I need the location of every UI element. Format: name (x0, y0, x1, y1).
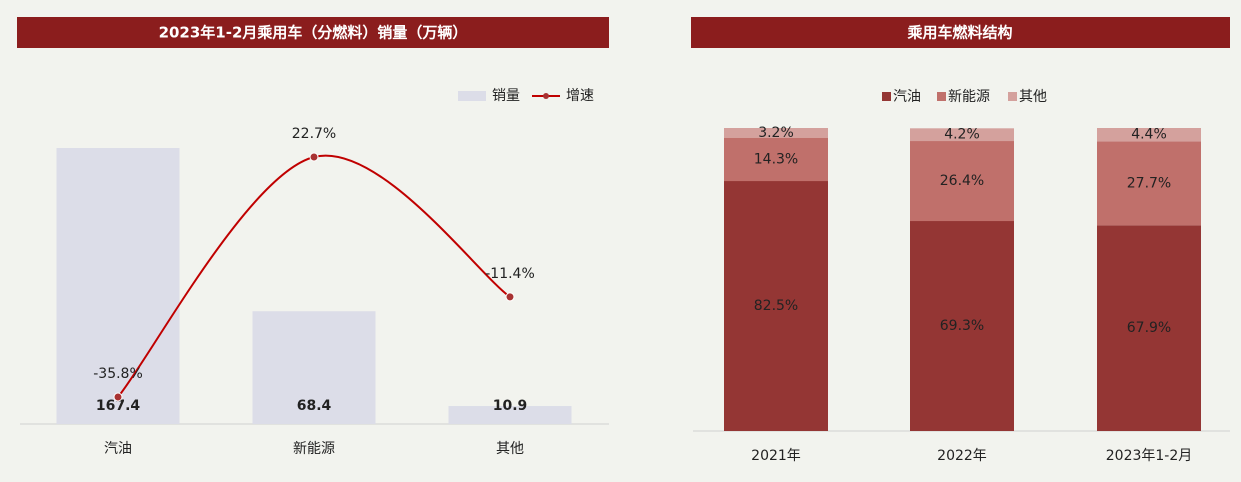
bar-segment (1097, 128, 1201, 142)
bar-segment (910, 141, 1014, 222)
legend-label: 新能源 (948, 89, 990, 105)
x-tick-label: 2022年 (937, 448, 987, 464)
legend-label: 增速 (566, 88, 594, 104)
segment-value-label: 4.4% (1131, 127, 1167, 143)
legend-swatch (458, 91, 486, 101)
x-tick-label: 新能源 (293, 441, 335, 457)
line-marker (113, 392, 123, 402)
legend-label: 其他 (1019, 89, 1047, 105)
segment-value-label: 69.3% (940, 318, 984, 334)
segment-value-label: 3.2% (758, 125, 794, 141)
bar-segment (910, 128, 1014, 142)
legend-label: 销量 (492, 88, 520, 104)
line-value-label: -35.8% (93, 366, 143, 382)
segment-value-label: 4.2% (944, 127, 980, 143)
x-tick-label: 其他 (496, 441, 524, 457)
legend-swatch (1008, 92, 1017, 101)
legend-swatch (882, 92, 891, 101)
chart-title: 乘用车燃料结构 (906, 24, 1012, 42)
bar-segment (910, 221, 1014, 431)
segment-value-label: 27.7% (1127, 175, 1171, 191)
segment-value-label: 82.5% (754, 298, 798, 314)
bar (56, 148, 180, 424)
bar-segment (724, 128, 828, 138)
bar (448, 406, 572, 424)
bar-segment (1097, 225, 1201, 431)
line-marker (309, 152, 319, 162)
bar-value-label: 68.4 (297, 398, 332, 414)
chart-title: 2023年1-2月乘用车（分燃料）销量（万辆） (159, 24, 468, 42)
legend-swatch (543, 93, 549, 99)
line-value-label: -11.4% (485, 266, 535, 282)
bar-segment (724, 137, 828, 182)
bar-segment (1097, 141, 1201, 226)
segment-value-label: 67.9% (1127, 320, 1171, 336)
x-tick-label: 汽油 (104, 441, 132, 457)
segment-value-label: 26.4% (940, 173, 984, 189)
legend-swatch (937, 92, 946, 101)
bar-value-label: 10.9 (493, 398, 528, 414)
legend-label: 汽油 (893, 89, 921, 105)
title-bar (17, 17, 609, 48)
segment-value-label: 14.3% (754, 151, 798, 167)
line-value-label: 22.7% (292, 126, 336, 142)
bar-value-label: 167.4 (96, 398, 141, 414)
line-marker (505, 292, 515, 302)
x-tick-label: 2023年1-2月 (1106, 448, 1193, 464)
title-bar (691, 17, 1230, 48)
bar (252, 311, 376, 424)
x-tick-label: 2021年 (751, 448, 801, 464)
bar-segment (724, 181, 828, 431)
